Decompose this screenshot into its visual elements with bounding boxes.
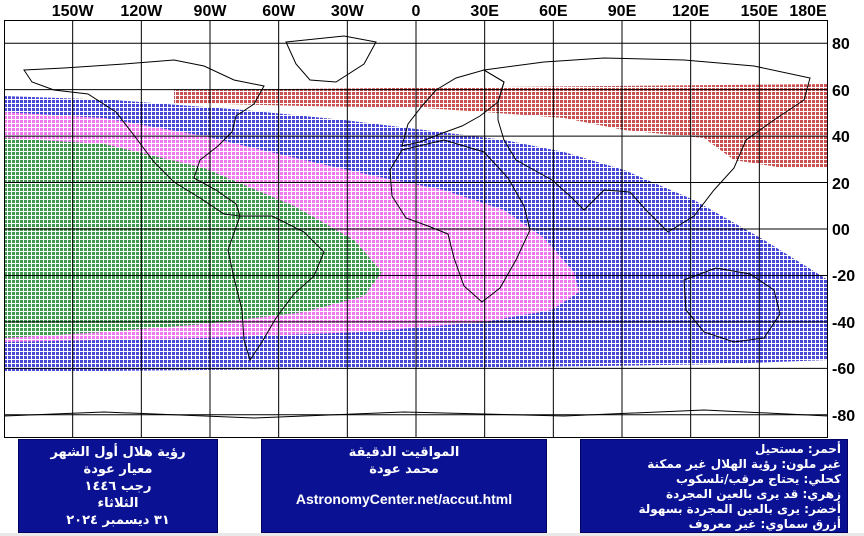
longitude-label: 120E <box>671 3 710 20</box>
longitude-label: 90W <box>193 3 227 20</box>
asia-outline <box>482 57 811 233</box>
greenland-outline <box>285 35 377 83</box>
south-america-outline <box>227 215 325 362</box>
latitude-label: -40 <box>832 314 856 332</box>
source-title: المواقيت الدقيقة <box>348 445 460 460</box>
source-url: AstronomyCenter.net/accut.html <box>295 491 513 507</box>
legend-green: أخضر: يرى بالعين المجردة بسهولة <box>638 502 841 516</box>
antarctica-outline <box>4 409 828 419</box>
longitude-label: 60E <box>539 3 568 20</box>
legend-box: أحمر: مستحيل غير ملون: رؤية الهلال غير م… <box>580 439 848 533</box>
legend-blue: كحلي: يحتاج مرقب/تلسكوب <box>675 472 841 486</box>
zone-red-impossible <box>174 84 828 168</box>
source-info-box: المواقيت الدقيقة محمد عودة AstronomyCent… <box>261 439 547 533</box>
longitude-label: 30E <box>470 3 499 20</box>
latitude-label: 00 <box>832 222 850 239</box>
legend-none: غير ملون: رؤية الهلال غير ممكنة <box>647 457 841 471</box>
latitude-label: -60 <box>832 361 856 379</box>
latitude-label: 40 <box>832 129 850 147</box>
latitude-label: -20 <box>832 268 856 286</box>
info-date: ٣١ ديسمبر ٢٠٢٤ <box>66 513 170 528</box>
info-title: رؤية هلال أول الشهر <box>50 445 186 460</box>
longitude-label: 180E <box>789 3 827 20</box>
north-america-outline <box>23 59 265 217</box>
latitude-label: -80 <box>832 407 856 425</box>
legend-red: أحمر: مستحيل <box>754 442 841 456</box>
africa-outline <box>389 139 531 303</box>
zone-green-naked-eye-easy <box>4 138 382 338</box>
longitude-label: 150E <box>740 3 779 20</box>
latitude-label: 80 <box>832 36 850 54</box>
info-weekday: الثلاثاء <box>97 496 139 511</box>
longitude-label: 90E <box>607 3 637 20</box>
latitude-label: 20 <box>832 175 850 193</box>
coastlines <box>4 35 828 419</box>
longitude-label: 0 <box>411 3 421 20</box>
lat-lon-grid <box>4 20 828 438</box>
world-visibility-map <box>4 20 828 438</box>
info-month: رجب ١٤٤٦ <box>84 479 152 494</box>
longitude-label: 60W <box>262 3 296 20</box>
crescent-info-box: رؤية هلال أول الشهر معيار عودة رجب ١٤٤٦ … <box>18 439 218 533</box>
longitude-label: 150W <box>51 3 94 20</box>
source-author: محمد عودة <box>369 462 439 477</box>
legend-skyblue: أزرق سماوي: غير معروف <box>688 517 841 531</box>
info-criterion: معيار عودة <box>83 462 153 477</box>
longitude-label: 120W <box>120 3 163 20</box>
legend-magenta: زهري: قد يرى بالعين المجردة <box>666 487 841 501</box>
australia-outline <box>683 267 781 343</box>
latitude-label: 60 <box>832 82 850 100</box>
longitude-label: 30W <box>330 3 364 20</box>
bottom-shadow <box>0 533 864 536</box>
